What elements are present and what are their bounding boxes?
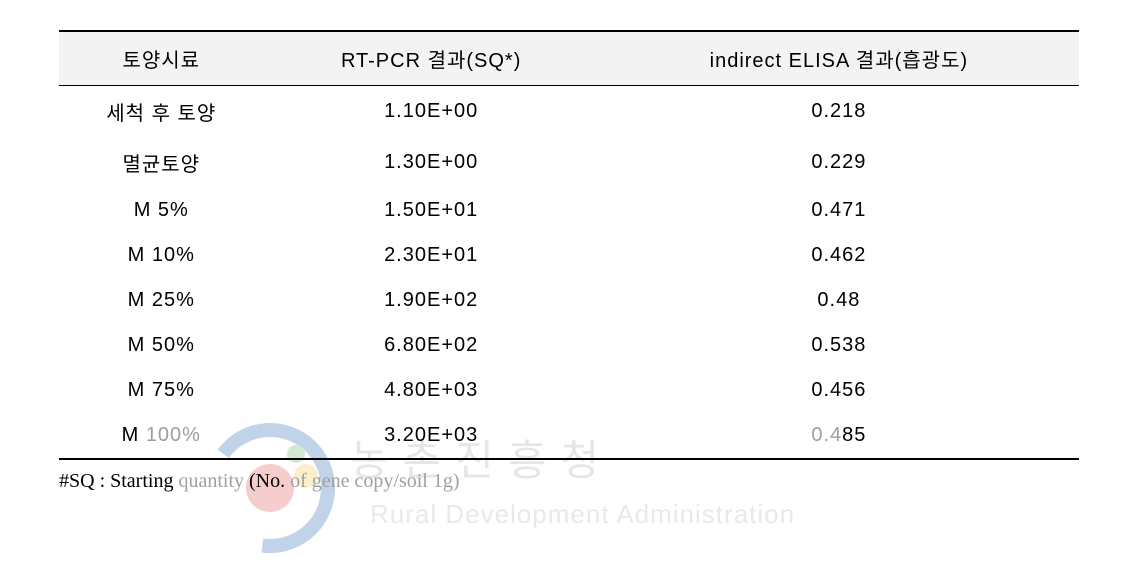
col-header-rtpcr: RT-PCR 결과(SQ*) [264,31,599,86]
cell: 0.48 [599,278,1079,323]
cell: M 10% [59,233,264,278]
footnote-text-gray: quantity [173,470,249,492]
footnote-text: #SQ : Starting [59,470,173,492]
cell: M 50% [59,323,264,368]
cell-part-gray: 100% [146,424,201,446]
table-row: M 100% 3.20E+03 0.485 [59,413,1079,459]
cell: 1.10E+00 [264,86,599,138]
col-header-sample: 토양시료 [59,31,264,86]
table-row: M 25% 1.90E+02 0.48 [59,278,1079,323]
cell: 1.50E+01 [264,188,599,233]
table-row: M 10% 2.30E+01 0.462 [59,233,1079,278]
cell: 0.229 [599,137,1079,188]
data-table: 토양시료 RT-PCR 결과(SQ*) indirect ELISA 결과(흡광… [59,30,1079,460]
cell: 0.538 [599,323,1079,368]
cell: M 75% [59,368,264,413]
cell: 0.471 [599,188,1079,233]
cell-part: 85 [842,424,866,446]
table-row: 멸균토양 1.30E+00 0.229 [59,137,1079,188]
cell: 0.462 [599,233,1079,278]
cell: 멸균토양 [59,137,264,188]
cell: 0.218 [599,86,1079,138]
cell: M 25% [59,278,264,323]
col-header-elisa: indirect ELISA 결과(흡광도) [599,31,1079,86]
watermark-english: Rural Development Administration [370,499,795,530]
footnote-text-gray: of gene copy/soil 1g) [290,470,459,492]
cell: 6.80E+02 [264,323,599,368]
cell-part-gray: 0.4 [811,424,842,446]
cell: 0.485 [599,413,1079,459]
cell: 1.30E+00 [264,137,599,188]
cell: 0.456 [599,368,1079,413]
cell: 2.30E+01 [264,233,599,278]
table-row: 세척 후 토양 1.10E+00 0.218 [59,86,1079,138]
cell-part: M [122,424,146,446]
cell: 4.80E+03 [264,368,599,413]
cell: 세척 후 토양 [59,86,264,138]
table-row: M 50% 6.80E+02 0.538 [59,323,1079,368]
cell: 3.20E+03 [264,413,599,459]
footnote: #SQ : Starting quantity (No. of gene cop… [59,470,1079,493]
cell: M 5% [59,188,264,233]
cell: 1.90E+02 [264,278,599,323]
table-row: M 5% 1.50E+01 0.471 [59,188,1079,233]
cell: M 100% [59,413,264,459]
footnote-text: (No. [249,470,290,492]
table-row: M 75% 4.80E+03 0.456 [59,368,1079,413]
